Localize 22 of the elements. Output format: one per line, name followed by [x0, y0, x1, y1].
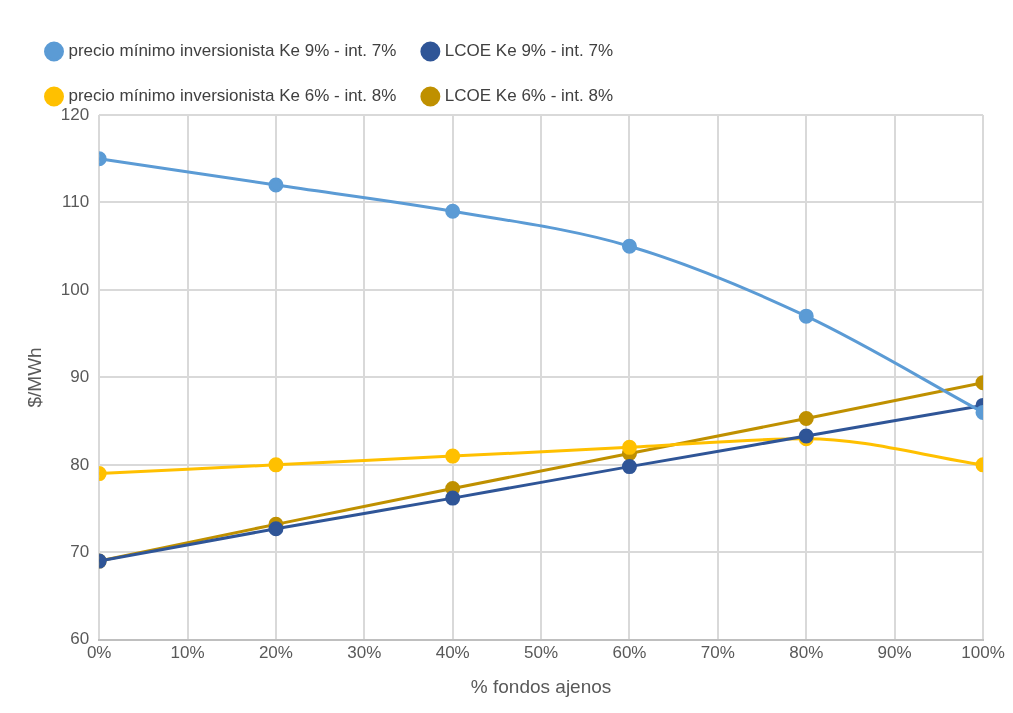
x-tick-label: 10% — [170, 642, 205, 662]
y-tick-label: 100 — [60, 279, 90, 299]
y-tick-label: 80 — [70, 454, 90, 474]
x-axis-title: % fondos ajenos — [470, 675, 612, 697]
x-tick-label: 50% — [524, 642, 559, 662]
y-tick-label: 110 — [62, 192, 90, 212]
x-tick-label: 90% — [877, 642, 912, 662]
legend-label: LCOE Ke 6% - int. 8% — [444, 86, 614, 106]
y-tick-label: 70 — [70, 542, 90, 562]
x-tick-label: 80% — [789, 642, 824, 662]
legend-label: precio mínimo inversionista Ke 6% - int. 8% — [68, 86, 397, 106]
y-tick-label: 120 — [60, 104, 90, 124]
x-tick-label: 60% — [612, 642, 647, 662]
x-tick-label: 70% — [700, 642, 735, 662]
x-tick-label: 40% — [435, 642, 470, 662]
x-tick-label: 20% — [258, 642, 293, 662]
legend-label: LCOE Ke 9% - int. 7% — [444, 41, 614, 61]
y-tick-label: 90 — [70, 367, 90, 387]
legend-label: precio mínimo inversionista Ke 9% - int. 7% — [68, 41, 397, 61]
x-tick-label: 100% — [961, 642, 1005, 662]
y-axis-title: $/MWh — [23, 347, 45, 408]
x-tick-label: 30% — [347, 642, 382, 662]
